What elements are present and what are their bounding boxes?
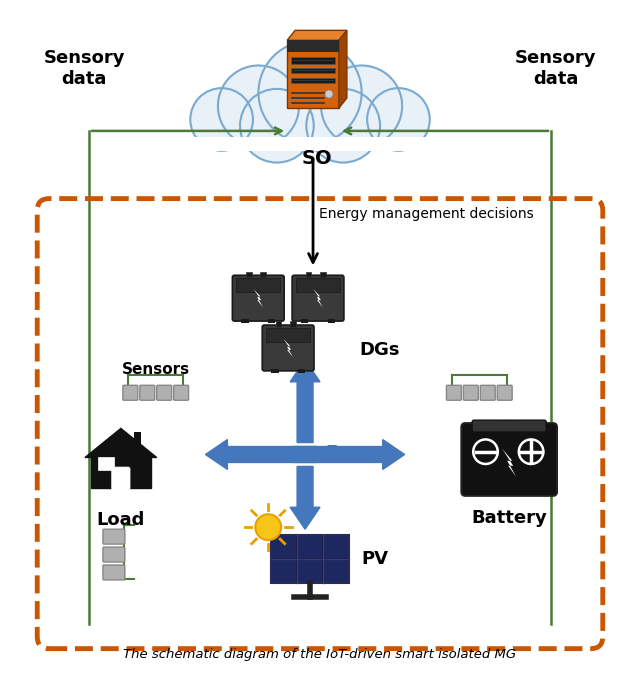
FancyBboxPatch shape [463, 385, 478, 400]
FancyBboxPatch shape [173, 385, 189, 400]
FancyBboxPatch shape [241, 319, 249, 323]
Circle shape [240, 89, 314, 162]
FancyBboxPatch shape [236, 278, 280, 292]
Polygon shape [502, 449, 516, 477]
FancyBboxPatch shape [324, 560, 348, 582]
FancyBboxPatch shape [472, 420, 546, 432]
FancyBboxPatch shape [497, 385, 512, 400]
FancyBboxPatch shape [502, 420, 516, 427]
FancyBboxPatch shape [103, 547, 125, 562]
Text: PV: PV [362, 550, 389, 568]
FancyBboxPatch shape [272, 536, 296, 558]
Text: The schematic diagram of the IoT-driven smart isolated MG: The schematic diagram of the IoT-driven … [124, 648, 516, 660]
Text: Sensors: Sensors [122, 362, 190, 377]
Text: Load: Load [97, 511, 145, 529]
FancyBboxPatch shape [298, 560, 322, 582]
FancyBboxPatch shape [123, 385, 138, 400]
Polygon shape [253, 289, 263, 308]
FancyBboxPatch shape [328, 319, 335, 323]
FancyBboxPatch shape [91, 458, 151, 488]
FancyBboxPatch shape [98, 457, 114, 470]
FancyBboxPatch shape [305, 272, 311, 277]
FancyArrow shape [205, 439, 317, 469]
FancyBboxPatch shape [246, 272, 252, 277]
FancyArrow shape [290, 466, 320, 529]
Circle shape [307, 89, 380, 162]
Circle shape [255, 514, 281, 540]
FancyBboxPatch shape [291, 68, 335, 72]
FancyBboxPatch shape [271, 369, 278, 372]
FancyBboxPatch shape [287, 41, 339, 108]
FancyBboxPatch shape [480, 385, 495, 400]
FancyBboxPatch shape [157, 385, 172, 400]
FancyBboxPatch shape [291, 57, 335, 64]
FancyBboxPatch shape [297, 447, 313, 462]
Text: SO: SO [301, 149, 332, 168]
Text: Battery: Battery [471, 509, 547, 527]
FancyArrow shape [293, 439, 404, 469]
FancyBboxPatch shape [272, 560, 296, 582]
FancyBboxPatch shape [276, 321, 282, 327]
Circle shape [218, 66, 299, 147]
FancyBboxPatch shape [320, 272, 326, 277]
FancyBboxPatch shape [301, 319, 308, 323]
Polygon shape [287, 30, 347, 41]
FancyBboxPatch shape [291, 78, 335, 82]
FancyBboxPatch shape [461, 423, 557, 496]
Polygon shape [85, 429, 157, 458]
Text: Energy management decisions: Energy management decisions [319, 207, 534, 220]
FancyBboxPatch shape [292, 275, 344, 321]
FancyBboxPatch shape [262, 325, 314, 371]
FancyBboxPatch shape [268, 319, 275, 323]
FancyArrow shape [290, 360, 320, 443]
Circle shape [190, 88, 253, 151]
FancyBboxPatch shape [232, 275, 284, 321]
Circle shape [325, 90, 333, 98]
Circle shape [259, 41, 362, 144]
Polygon shape [339, 30, 347, 108]
FancyBboxPatch shape [287, 41, 339, 52]
FancyBboxPatch shape [447, 385, 461, 400]
Circle shape [367, 88, 430, 151]
Text: Energy: Energy [325, 444, 396, 462]
Text: Sensory
data: Sensory data [44, 49, 125, 88]
Text: Sensory
data: Sensory data [515, 49, 596, 88]
FancyBboxPatch shape [103, 529, 125, 544]
FancyBboxPatch shape [134, 432, 141, 445]
Text: DGs: DGs [360, 341, 401, 359]
FancyBboxPatch shape [298, 536, 322, 558]
FancyBboxPatch shape [140, 385, 155, 400]
FancyBboxPatch shape [296, 278, 340, 292]
FancyBboxPatch shape [112, 467, 130, 490]
FancyBboxPatch shape [298, 369, 305, 372]
FancyBboxPatch shape [290, 321, 296, 327]
FancyBboxPatch shape [271, 535, 349, 583]
FancyBboxPatch shape [324, 536, 348, 558]
Polygon shape [284, 339, 293, 357]
Polygon shape [313, 289, 323, 308]
FancyBboxPatch shape [103, 565, 125, 580]
FancyBboxPatch shape [260, 272, 266, 277]
Circle shape [321, 66, 402, 147]
Polygon shape [181, 137, 439, 151]
FancyBboxPatch shape [266, 328, 310, 341]
